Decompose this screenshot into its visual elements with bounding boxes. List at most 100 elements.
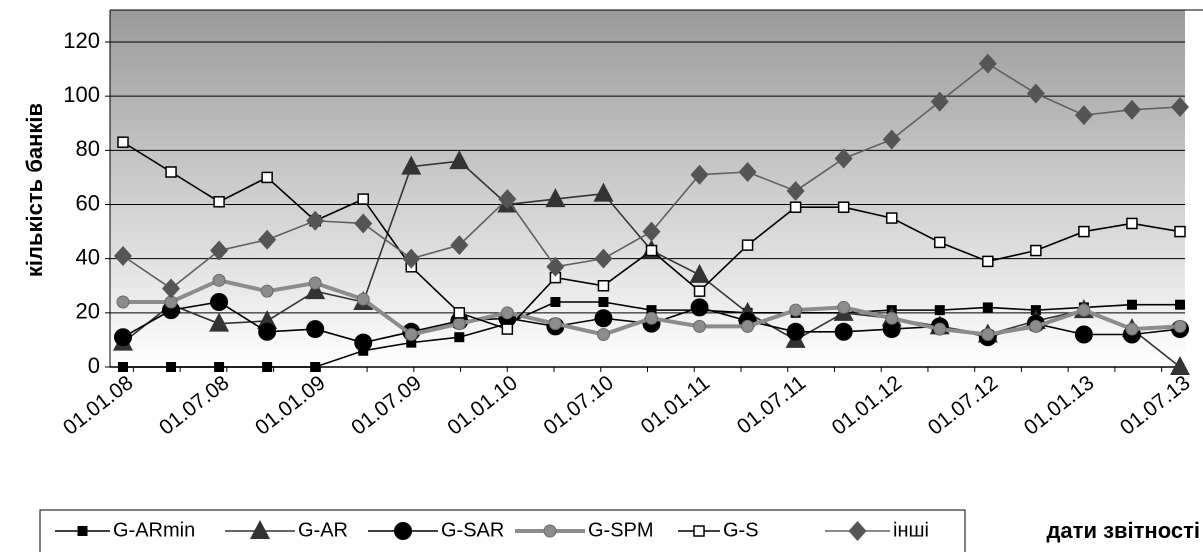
marker [406,337,417,348]
marker [741,239,754,251]
x-tick-label: 01.01.08 [59,371,138,439]
marker [305,280,326,300]
marker [77,526,88,536]
marker [165,166,177,178]
marker [981,328,995,341]
marker [645,311,658,325]
marker [882,129,901,150]
x-tick-label: 01.07.08 [155,371,234,439]
marker [646,305,657,316]
legend-label: інші [893,519,929,541]
marker [306,210,325,231]
marker [594,309,613,328]
marker [214,362,225,372]
marker [837,201,850,213]
marker [545,188,566,208]
marker [690,298,709,317]
x-tick-label: 01.01.13 [1020,371,1099,439]
marker [550,297,561,307]
x-tick-label: 01.07.11 [733,371,810,438]
legend-label: G-SPM [588,519,654,541]
marker [598,297,609,307]
marker [1126,299,1137,310]
marker [257,309,278,329]
series [116,273,1187,341]
marker [882,320,901,339]
x-tick-label: 01.07.09 [347,371,426,439]
marker [1126,217,1138,230]
y-tick-label: 40 [76,244,100,269]
marker [548,317,562,331]
marker [452,317,466,331]
marker [117,136,129,148]
marker [642,221,661,242]
x-axis-title: дати звітності [1046,518,1200,543]
marker [501,323,514,335]
legend-box [39,509,966,552]
y-tick-label: 60 [76,190,100,215]
legend-label: G-AR [298,519,348,541]
marker [356,292,370,306]
series [114,53,1189,299]
marker [1122,99,1141,120]
marker [690,164,709,185]
marker [645,244,658,257]
x-tick-label: 01.01.10 [443,371,522,439]
x-tick-label: 01.01.12 [828,371,907,439]
marker [498,189,517,210]
marker [354,213,373,234]
marker [354,333,373,352]
y-tick-label: 20 [76,299,100,324]
marker [689,263,710,283]
marker [394,522,412,540]
marker [593,182,614,202]
y-axis-title: кількість банків [22,103,47,277]
x-tick-label: 01.01.09 [251,371,330,439]
marker [741,319,755,333]
marker [454,332,465,343]
marker [166,362,177,372]
marker [834,322,853,341]
marker [1170,356,1190,375]
marker [693,319,707,333]
marker [210,293,229,311]
marker [693,525,705,537]
marker [1175,299,1185,310]
marker [258,229,277,250]
marker [1078,225,1090,238]
marker [310,362,321,372]
marker [597,280,610,292]
marker [786,322,805,341]
marker [116,295,130,309]
marker [693,285,706,297]
legend-label: G-SAR [441,519,504,541]
marker [1077,303,1091,317]
marker [543,524,557,538]
legend-label: G-S [723,519,759,541]
marker [449,150,470,170]
marker [114,328,132,347]
marker [260,284,274,298]
marker [1029,319,1043,333]
marker [1030,244,1042,257]
x-tick-label: 01.07.13 [1116,371,1195,439]
x-tick-label: 01.07.12 [924,371,1003,439]
marker [1171,97,1189,117]
marker [162,278,181,299]
marker [885,311,899,325]
marker [1074,325,1093,344]
y-tick-label: 100 [63,82,100,107]
marker [982,255,994,268]
marker [357,193,369,205]
y-tick-label: 80 [76,136,100,161]
marker [213,196,225,208]
marker [848,521,867,541]
marker [786,180,805,201]
marker [404,328,418,341]
marker [250,520,270,539]
x-tick-label: 01.07.10 [539,371,618,439]
marker [934,236,946,249]
marker [258,322,277,341]
marker [402,248,421,269]
marker [934,305,945,316]
